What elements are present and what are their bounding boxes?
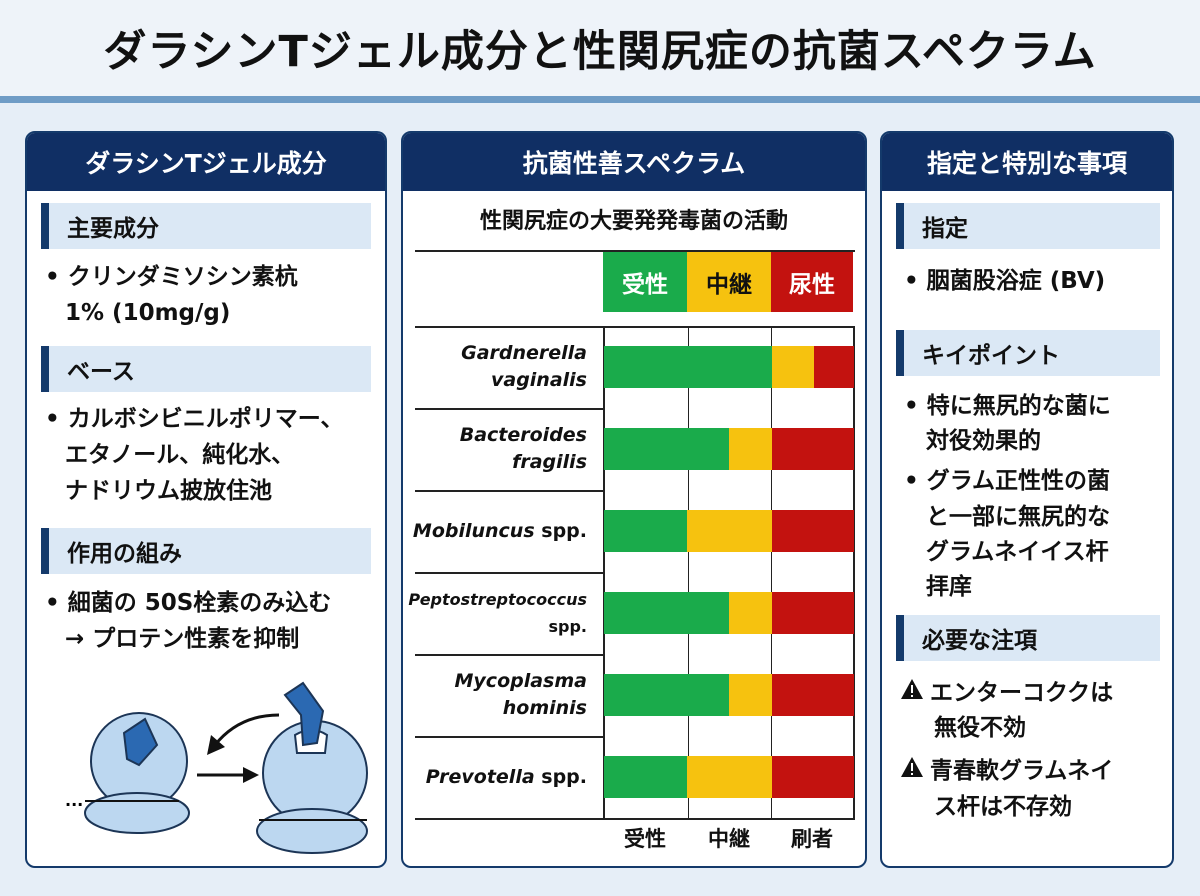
bar-segment-intermediate	[729, 592, 772, 634]
warning-2-line-1: 青春軟グラムネイ	[930, 758, 1114, 784]
title-bar: ダラシンTジェル成分と性関尻症の抗菌スペクラム	[0, 0, 1200, 96]
bar-segment-susceptible	[604, 756, 687, 798]
bar-segment-intermediate	[771, 346, 814, 388]
bar-segment-susceptible	[604, 674, 729, 716]
clindamycin-molecule-left	[122, 717, 159, 767]
clindamycin-molecule-right	[283, 681, 325, 747]
legend-resistant: 尿性	[771, 252, 853, 312]
warning-1-line-1: エンターコククは	[930, 680, 1114, 706]
row-separator	[415, 408, 603, 410]
mechanism-line-1: • 細菌の 50S栓素のみ込む	[45, 590, 332, 616]
warning-icon	[900, 753, 930, 789]
mechanism-line-2: → プロテン性素を抑制	[65, 626, 300, 652]
indications-panel-header: 指定と特別な事項	[882, 133, 1172, 191]
spectrum-panel-header: 抗菌性善スペクラム	[403, 133, 865, 191]
warning-icon	[900, 675, 930, 711]
bar-segment-resistant	[771, 428, 854, 470]
row-separator	[415, 736, 603, 738]
key-point-line-1: • 特に無尻的な菌に	[904, 393, 1111, 419]
section-key-points: キイポイント	[896, 330, 1160, 376]
page-title: ダラシンTジェル成分と性関尻症の抗菌スペクラム	[103, 27, 1097, 77]
legend-intermediate: 中継	[687, 252, 771, 312]
chart-bottom-rule	[415, 818, 855, 820]
organism-label: Prevotella spp.	[425, 765, 587, 788]
x-label-intermediate: 中継	[708, 827, 750, 851]
bar-segment-resistant	[771, 756, 854, 798]
title-divider	[0, 96, 1200, 103]
arrow-right-head	[243, 767, 259, 783]
bar-segment-susceptible	[604, 592, 729, 634]
organism-label: Peptostreptococcus spp.	[408, 590, 587, 636]
base-line-3: ナドリウム披放住池	[65, 478, 272, 504]
bar-segment-intermediate	[686, 510, 772, 552]
section-cautions: 必要な注項	[896, 615, 1160, 661]
chart-axis-line	[603, 326, 605, 818]
warning-2-line-2: ス杆は不存効	[934, 794, 1072, 820]
section-base: ベース	[41, 346, 371, 392]
chart-title: 性関尻症の大要発発毒菌の活動	[479, 209, 788, 234]
base-line-1: • カルボシビニルポリマー、	[45, 406, 344, 432]
indications-panel: 指定と特別な事項 指定 • 胭菌股浴症 (BV) キイポイント • 特に無尻的な…	[880, 131, 1174, 868]
main-ingredient-line-1: • クリンダミソシン素杭	[45, 264, 298, 290]
bar-segment-resistant	[771, 592, 854, 634]
organism-label: Bacteroides fragilis	[459, 424, 587, 473]
key-point-line-4: と一部に無尻的な	[926, 504, 1110, 530]
bar-segment-resistant	[771, 510, 854, 552]
bar-segment-susceptible	[604, 346, 772, 388]
key-point-line-6: 拝庠	[926, 574, 972, 600]
chart-gridline	[771, 326, 772, 818]
row-separator	[415, 572, 603, 574]
indication-line-1: • 胭菌股浴症 (BV)	[904, 268, 1106, 294]
warning-2: 青春軟グラムネイ	[900, 753, 1113, 789]
bar-segment-susceptible	[604, 428, 729, 470]
chart-top-rule	[415, 326, 855, 328]
ribosome-small-subunit-right	[256, 808, 368, 854]
chart-right-rule	[853, 326, 855, 818]
ribosome-small-subunit-left	[84, 792, 190, 834]
x-label-resistant: 刷者	[791, 827, 833, 851]
main-ingredient-line-2: 1% (10mg/g)	[65, 300, 231, 326]
key-point-line-3: • グラム正性性の菌	[904, 468, 1111, 494]
mrna-ellipsis: ...	[65, 791, 83, 810]
arrow-curved-head	[207, 735, 225, 755]
organism-label: Mobiluncus spp.	[412, 519, 587, 542]
bar-segment-intermediate	[729, 674, 772, 716]
legend-top-rule	[415, 250, 855, 252]
legend-susceptible: 受性	[603, 252, 687, 312]
chart-gridline	[688, 326, 689, 818]
row-separator	[415, 490, 603, 492]
section-mechanism: 作用の組み	[41, 528, 371, 574]
x-label-susceptible: 受性	[624, 827, 666, 851]
organism-label: Gardnerella vaginalis	[461, 342, 587, 391]
bar-segment-susceptible	[604, 510, 687, 552]
arrow-curved-shaft	[213, 713, 280, 746]
bar-segment-intermediate	[729, 428, 772, 470]
bar-segment-resistant	[814, 346, 854, 388]
warning-1: エンターコククは	[900, 675, 1113, 711]
bar-segment-resistant	[771, 674, 854, 716]
spectrum-panel: 抗菌性善スペクラム 性関尻症の大要発発毒菌の活動 受性 中継 尿性 Gardne…	[401, 131, 867, 868]
ribosome-binding-diagram: ...	[65, 681, 368, 854]
ingredients-panel: ダラシンTジェル成分 主要成分 • クリンダミソシン素杭 1% (10mg/g)…	[25, 131, 387, 868]
organism-label: Mycoplasma hominis	[454, 670, 587, 719]
row-separator	[415, 654, 603, 656]
key-point-line-5: グラムネイイス杆	[926, 539, 1109, 565]
base-line-2: エタノール、純化水、	[65, 442, 295, 468]
warning-1-line-2: 無役不効	[934, 715, 1026, 741]
key-point-line-2: 対役効果的	[926, 428, 1041, 454]
bar-segment-intermediate	[686, 756, 772, 798]
section-main-ingredient: 主要成分	[41, 203, 371, 249]
section-indication: 指定	[896, 203, 1160, 249]
ingredients-panel-header: ダラシンTジェル成分	[27, 133, 385, 191]
